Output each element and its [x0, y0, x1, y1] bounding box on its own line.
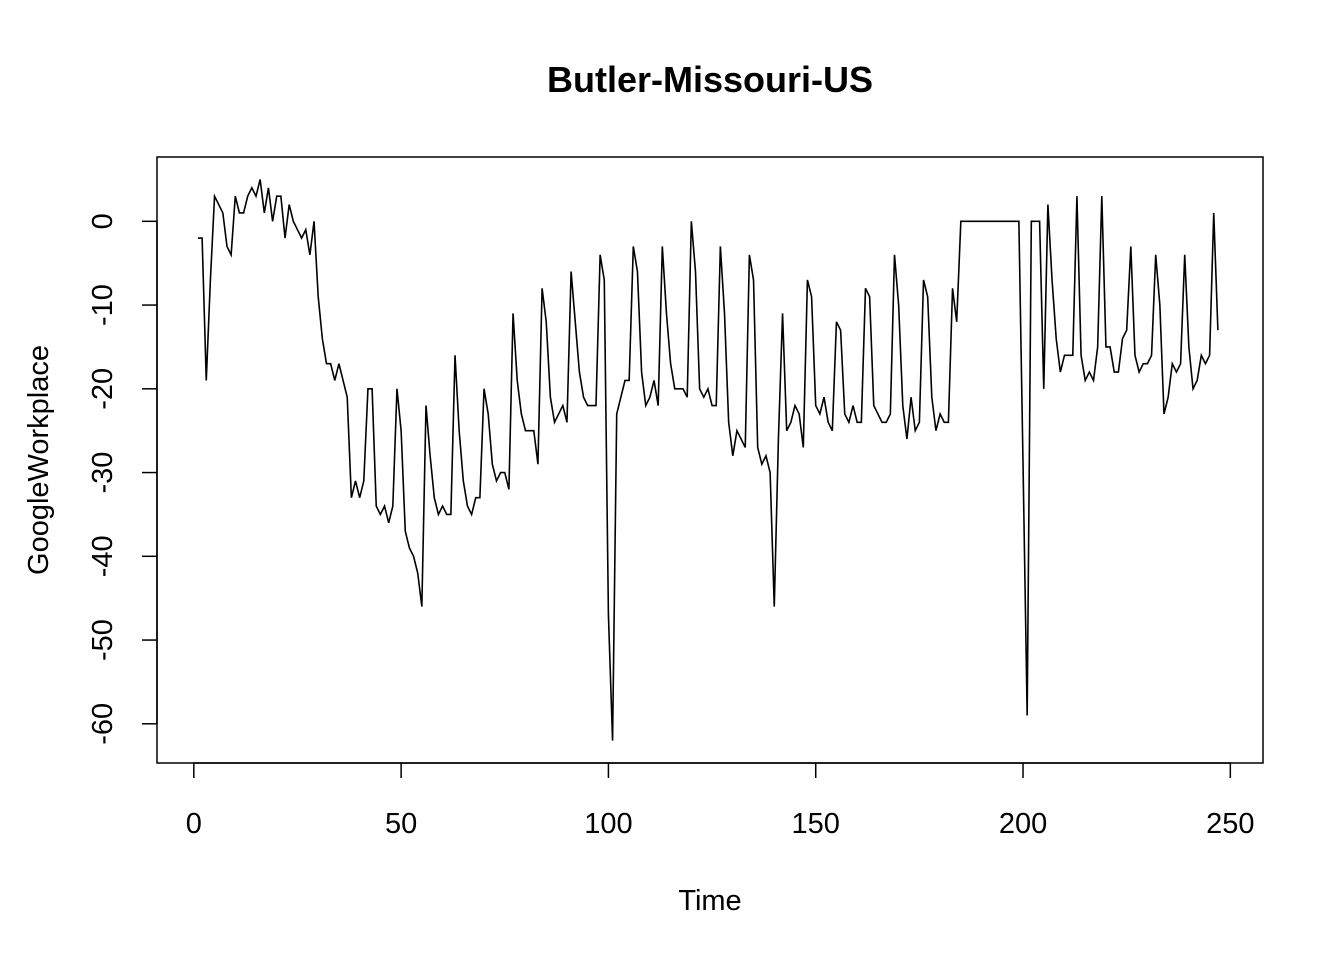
chart-title: Butler-Missouri-US [547, 59, 873, 100]
y-axis: 0 -10 -20 -30 -40 -50 -60 [87, 213, 158, 745]
y-tick-label: -10 [87, 284, 119, 326]
x-tick-label: 50 [385, 808, 417, 840]
plot-frame [156, 156, 1264, 764]
x-tick-label: 0 [186, 808, 202, 840]
y-tick-label: -40 [87, 535, 119, 577]
y-tick-label: -60 [87, 703, 119, 745]
y-tick-label: 0 [87, 213, 119, 229]
series-line [197, 179, 1219, 741]
y-tick-label: -20 [87, 368, 119, 410]
y-axis-label: GoogleWorkplace [23, 345, 55, 575]
x-tick-label: 200 [999, 808, 1047, 840]
x-axis-label: Time [678, 885, 741, 917]
y-tick-label: -50 [87, 619, 119, 661]
y-tick-label: -30 [87, 452, 119, 494]
x-tick-label: 100 [584, 808, 632, 840]
x-tick-label: 250 [1206, 808, 1254, 840]
x-axis: 0 50 100 150 200 250 [186, 762, 1255, 840]
x-tick-label: 150 [792, 808, 840, 840]
